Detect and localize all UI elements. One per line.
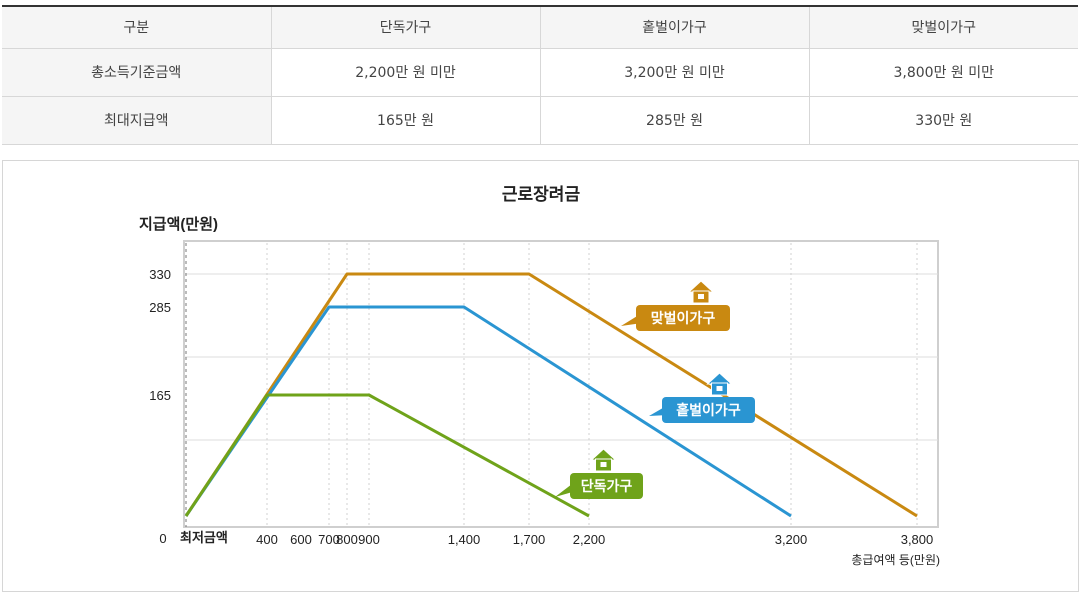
house-icon <box>590 448 617 472</box>
table-cell: 3,200만 원 미만 <box>539 48 809 97</box>
house-window <box>600 462 607 467</box>
series-name: 홑벌이가구 <box>676 402 741 418</box>
x-tick-label: 800 <box>336 532 358 547</box>
table-row: 총소득기준금액 2,200만 원 미만 3,200만 원 미만 3,800만 원… <box>2 48 1078 97</box>
table-cell: 165만 원 <box>270 96 540 145</box>
x-tick-label: 400 <box>256 532 278 547</box>
series-label: 홑벌이가구 <box>649 372 755 423</box>
x-origin-label: 0 <box>159 531 166 546</box>
series-label: 단독가구 <box>555 448 643 499</box>
y-tick-label: 330 <box>149 267 171 282</box>
plot-frame <box>183 240 939 528</box>
x-min-label: 최저금액 <box>180 530 228 545</box>
house-icon <box>687 280 715 304</box>
table-cell: 2,200만 원 미만 <box>270 48 540 97</box>
house-window <box>698 294 704 299</box>
header-dual-earner: 맞벌이가구 <box>808 6 1078 49</box>
label-box <box>636 305 730 331</box>
x-tick-label: 2,200 <box>573 532 606 547</box>
chart-title: 근로장려금 <box>502 185 581 204</box>
x-axis-label: 총급여액 등(만원) <box>851 553 940 567</box>
table-cell: 3,800만 원 미만 <box>808 48 1078 97</box>
eligibility-table: 구분 단독가구 홑벌이가구 맞벌이가구 총소득기준금액 2,200만 원 미만 … <box>2 5 1078 145</box>
x-tick-label: 600 <box>290 532 312 547</box>
y-axis-label: 지급액(만원) <box>139 215 218 233</box>
x-tick-label: 900 <box>358 532 380 547</box>
y-tick-label: 165 <box>149 388 171 403</box>
house-window <box>716 386 723 391</box>
x-tick-label: 1,400 <box>448 532 481 547</box>
x-tick-label: 3,800 <box>901 532 934 547</box>
header-single-earner: 홑벌이가구 <box>539 6 809 49</box>
table-header-row: 구분 단독가구 홑벌이가구 맞벌이가구 <box>2 6 1078 49</box>
x-tick-label: 1,700 <box>513 532 546 547</box>
series-line <box>184 393 590 518</box>
x-tick-label: 700 <box>318 532 340 547</box>
table-cell: 330만 원 <box>808 96 1078 145</box>
series-name: 맞벌이가구 <box>651 310 716 326</box>
house-icon <box>706 372 733 396</box>
series-name: 단독가구 <box>581 478 633 494</box>
y-tick-label: 285 <box>149 300 171 315</box>
table-row: 최대지급액 165만 원 285만 원 330만 원 <box>2 96 1078 145</box>
header-category: 구분 <box>2 6 271 49</box>
x-tick-label: 3,200 <box>775 532 808 547</box>
header-single: 단독가구 <box>270 6 540 49</box>
label-box <box>662 397 755 423</box>
row-label: 최대지급액 <box>2 96 271 145</box>
label-box <box>570 473 643 499</box>
table-cell: 285만 원 <box>539 96 809 145</box>
series-label: 맞벌이가구 <box>621 280 730 331</box>
row-label: 총소득기준금액 <box>2 48 271 97</box>
